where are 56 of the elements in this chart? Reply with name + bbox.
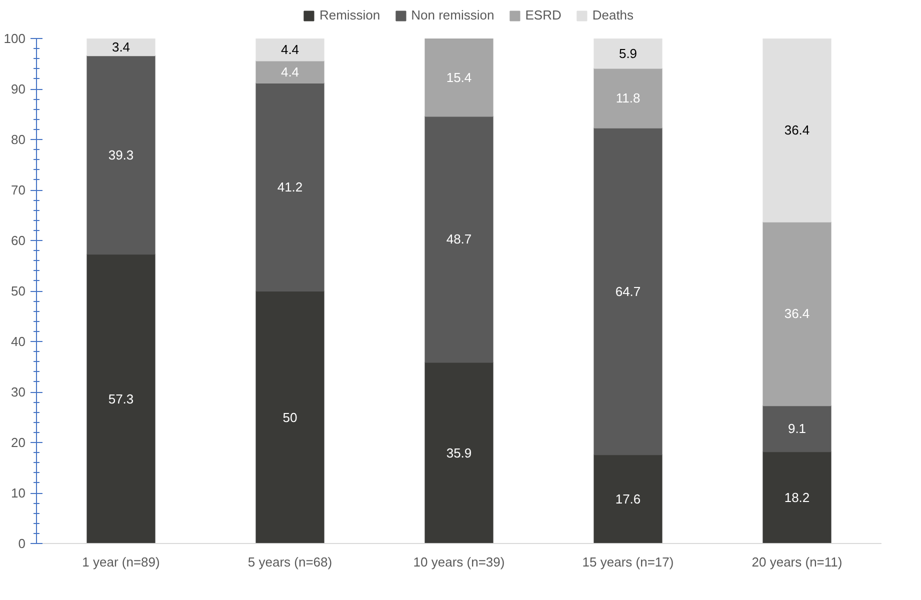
data-label: 9.1 bbox=[788, 421, 806, 436]
x-tick-label: 5 years (n=68) bbox=[248, 554, 332, 570]
data-label: 4.4 bbox=[280, 64, 300, 80]
data-label: 48.7 bbox=[446, 232, 472, 247]
legend-label: ESRD bbox=[525, 8, 562, 22]
x-tick-label: 15 years (n=17) bbox=[582, 554, 674, 570]
y-tick-label: 0 bbox=[18, 536, 26, 551]
data-label: 36.4 bbox=[784, 122, 810, 138]
bar bbox=[594, 127, 662, 456]
x-tick-label: 1 year (n=89) bbox=[82, 554, 160, 570]
y-tick-label: 40 bbox=[11, 334, 26, 349]
x-tick-label: 10 years (n=39) bbox=[413, 554, 505, 570]
data-label: 39.3 bbox=[108, 147, 134, 162]
y-tick-label: 70 bbox=[11, 182, 26, 198]
data-label: 41.2 bbox=[277, 179, 303, 194]
y-tick-label: 30 bbox=[11, 384, 26, 400]
data-label: 36.4 bbox=[784, 306, 810, 322]
bar bbox=[86, 55, 156, 255]
bar bbox=[424, 38, 494, 117]
bar bbox=[762, 405, 832, 452]
y-tick-label: 90 bbox=[11, 82, 26, 96]
data-label: 5.9 bbox=[618, 46, 638, 61]
bar bbox=[594, 38, 662, 69]
data-label: 64.7 bbox=[615, 284, 641, 299]
data-label: 50 bbox=[282, 410, 298, 425]
bar bbox=[256, 38, 324, 62]
data-label: 35.9 bbox=[446, 445, 472, 460]
bar bbox=[762, 451, 832, 544]
data-label: 11.8 bbox=[616, 90, 640, 106]
bar bbox=[594, 454, 662, 544]
x-tick-label: 20 years (n=11) bbox=[752, 554, 842, 570]
bar bbox=[594, 68, 662, 128]
data-label: 4.4 bbox=[280, 42, 300, 58]
bar bbox=[86, 254, 156, 544]
bar bbox=[762, 38, 832, 222]
y-tick-label: 100 bbox=[4, 31, 26, 46]
y-tick-label: 80 bbox=[11, 132, 26, 147]
bar bbox=[256, 60, 324, 84]
data-label: 18.2 bbox=[784, 490, 810, 506]
y-tick-label: 60 bbox=[11, 233, 26, 248]
y-tick-label: 50 bbox=[11, 284, 26, 298]
data-label: 57.3 bbox=[108, 391, 134, 406]
legend-label: Deaths bbox=[592, 8, 634, 22]
legend-label: Non remission bbox=[411, 8, 494, 22]
bar bbox=[256, 82, 324, 292]
data-label: 17.6 bbox=[615, 492, 641, 507]
data-label: 15.4 bbox=[446, 70, 472, 85]
y-tick-label: 20 bbox=[11, 435, 26, 450]
y-tick-label: 10 bbox=[11, 486, 26, 500]
bar bbox=[424, 362, 494, 544]
bar bbox=[256, 290, 324, 544]
legend-label: Remission bbox=[319, 8, 380, 22]
bar bbox=[424, 116, 494, 363]
data-label: 3.4 bbox=[112, 40, 130, 55]
bar bbox=[762, 221, 832, 406]
bar bbox=[86, 38, 156, 56]
